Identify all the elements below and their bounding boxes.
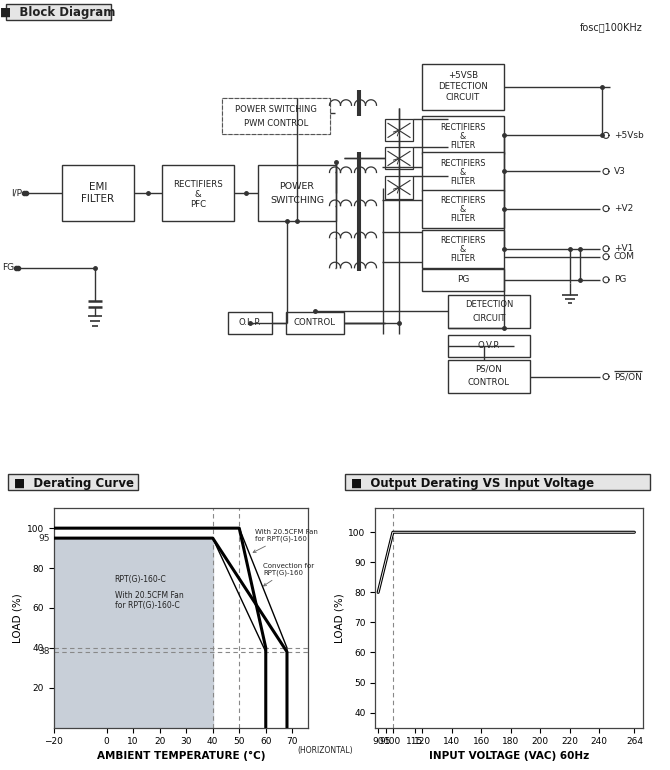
Text: FG: FG — [2, 263, 14, 273]
Text: COM: COM — [614, 253, 635, 261]
Text: DETECTION: DETECTION — [465, 300, 513, 309]
Text: RECTIFIERS: RECTIFIERS — [440, 236, 486, 245]
Text: EMI: EMI — [89, 182, 107, 192]
Y-axis label: LOAD (%): LOAD (%) — [13, 593, 23, 643]
Bar — [228, 312, 272, 334]
Bar — [286, 312, 344, 334]
Text: Convection for
RPT(G)-160: Convection for RPT(G)-160 — [263, 563, 314, 586]
Text: FILTER: FILTER — [450, 141, 476, 150]
Text: V3: V3 — [614, 167, 626, 176]
Text: CONTROL: CONTROL — [468, 378, 510, 387]
Text: O.V.P.: O.V.P. — [478, 341, 500, 350]
Bar — [385, 119, 413, 142]
X-axis label: AMBIENT TEMPERATURE (°C): AMBIENT TEMPERATURE (°C) — [96, 751, 265, 761]
Text: PG: PG — [614, 276, 626, 284]
Bar — [422, 269, 504, 291]
Text: ■  Block Diagram: ■ Block Diagram — [0, 5, 116, 18]
Text: &: & — [460, 132, 466, 141]
Text: &: & — [460, 205, 466, 214]
Text: PG: PG — [457, 276, 469, 284]
Bar — [448, 360, 530, 393]
Text: 95: 95 — [38, 534, 50, 543]
Text: +5VSB: +5VSB — [448, 71, 478, 80]
Text: PS/ON: PS/ON — [476, 364, 502, 373]
Bar — [422, 189, 504, 228]
Text: (HORIZONTAL): (HORIZONTAL) — [297, 745, 353, 755]
Text: PS/ON: PS/ON — [614, 372, 642, 381]
Bar — [6, 4, 111, 20]
Text: 38: 38 — [38, 648, 50, 656]
Bar — [258, 166, 336, 221]
Polygon shape — [54, 538, 213, 728]
Y-axis label: LOAD (%): LOAD (%) — [334, 593, 344, 643]
Text: RECTIFIERS: RECTIFIERS — [440, 159, 486, 168]
Text: &: & — [460, 168, 466, 177]
Bar — [162, 166, 234, 221]
Text: RECTIFIERS: RECTIFIERS — [173, 179, 223, 189]
Text: &: & — [195, 189, 201, 199]
Bar — [385, 176, 413, 199]
Text: DETECTION: DETECTION — [438, 82, 488, 91]
Bar — [422, 64, 504, 110]
Text: FILTER: FILTER — [450, 214, 476, 223]
Text: RECTIFIERS: RECTIFIERS — [440, 123, 486, 132]
Text: +5Vsb: +5Vsb — [614, 131, 644, 140]
Bar — [385, 147, 413, 169]
Text: With 20.5CFM Fan
for RPT(G)-160-C: With 20.5CFM Fan for RPT(G)-160-C — [115, 591, 184, 610]
Text: fosc：100KHz: fosc：100KHz — [580, 22, 643, 32]
Text: PFC: PFC — [190, 199, 206, 209]
Text: ■  Output Derating VS Input Voltage: ■ Output Derating VS Input Voltage — [351, 477, 594, 490]
Text: FILTER: FILTER — [82, 194, 115, 204]
X-axis label: INPUT VOLTAGE (VAC) 60Hz: INPUT VOLTAGE (VAC) 60Hz — [429, 751, 590, 761]
Text: CIRCUIT: CIRCUIT — [472, 314, 506, 323]
Text: CONTROL: CONTROL — [294, 319, 336, 327]
Bar — [222, 99, 330, 135]
Bar — [62, 166, 134, 221]
Text: PWM CONTROL: PWM CONTROL — [244, 119, 308, 128]
Text: CIRCUIT: CIRCUIT — [446, 92, 480, 102]
Text: &: & — [460, 245, 466, 254]
Text: O.L.P.: O.L.P. — [239, 319, 261, 327]
Text: SWITCHING: SWITCHING — [270, 196, 324, 205]
Bar — [448, 335, 530, 357]
Text: With 20.5CFM Fan
for RPT(G)-160: With 20.5CFM Fan for RPT(G)-160 — [253, 529, 318, 552]
Bar — [8, 474, 138, 490]
Bar — [422, 229, 504, 268]
Text: POWER: POWER — [279, 182, 314, 190]
Bar — [448, 295, 530, 328]
Text: FILTER: FILTER — [450, 254, 476, 263]
Text: ■  Derating Curve: ■ Derating Curve — [14, 477, 134, 490]
Text: RECTIFIERS: RECTIFIERS — [440, 196, 486, 205]
Bar — [222, 99, 330, 135]
Text: +V2: +V2 — [614, 204, 633, 213]
Text: I/P: I/P — [11, 188, 22, 197]
Bar — [345, 474, 650, 490]
Bar — [422, 116, 504, 155]
Text: FILTER: FILTER — [450, 177, 476, 186]
Text: RPT(G)-160-C: RPT(G)-160-C — [115, 575, 166, 584]
Text: POWER SWITCHING: POWER SWITCHING — [235, 105, 317, 114]
Bar — [422, 152, 504, 190]
Text: +V1: +V1 — [614, 244, 633, 253]
